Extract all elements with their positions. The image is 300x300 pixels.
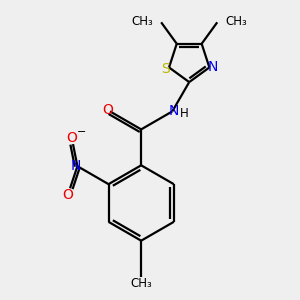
Text: O: O: [62, 188, 73, 202]
Text: S: S: [161, 61, 170, 76]
Text: CH₃: CH₃: [131, 15, 153, 28]
Text: −: −: [77, 127, 86, 137]
Text: N: N: [208, 60, 218, 74]
Text: O: O: [102, 103, 113, 117]
Text: N: N: [169, 103, 179, 118]
Text: CH₃: CH₃: [130, 277, 152, 290]
Text: N: N: [71, 159, 81, 172]
Text: O: O: [66, 130, 77, 145]
Text: H: H: [180, 107, 189, 120]
Text: CH₃: CH₃: [226, 15, 247, 28]
